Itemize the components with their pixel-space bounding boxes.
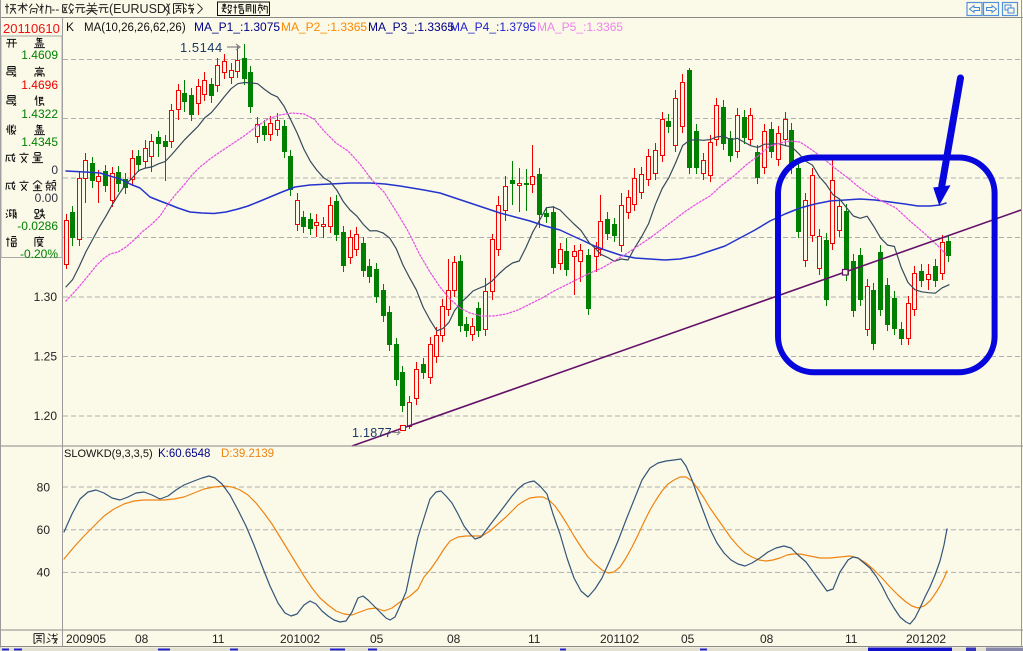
svg-text:--: --: [51, 2, 59, 16]
svg-text:20110610: 20110610: [3, 21, 60, 36]
svg-text:1.1877: 1.1877: [352, 426, 392, 440]
svg-text:0.00: 0.00: [35, 191, 59, 205]
svg-text:MA_P4_:1.3795: MA_P4_:1.3795: [450, 20, 536, 34]
svg-text:K: K: [66, 20, 74, 34]
svg-text:MA_P5_:1.3365: MA_P5_:1.3365: [537, 20, 623, 34]
svg-text:MA_P2_:1.3365: MA_P2_:1.3365: [281, 20, 367, 34]
svg-text:08: 08: [135, 632, 149, 646]
svg-text:80: 80: [37, 481, 51, 495]
svg-text:201102: 201102: [600, 632, 639, 646]
svg-text:40: 40: [37, 566, 51, 580]
svg-text:1.4345: 1.4345: [21, 135, 58, 149]
svg-text:MA_P3_:1.3365: MA_P3_:1.3365: [368, 20, 454, 34]
svg-text:-0.20%: -0.20%: [20, 247, 58, 261]
svg-text:MA(10,26,26,62,26): MA(10,26,26,62,26): [84, 22, 186, 34]
svg-text:11: 11: [212, 632, 225, 646]
svg-text:K:60.6548: K:60.6548: [158, 448, 210, 460]
svg-text:05: 05: [370, 632, 384, 646]
svg-text:1.25: 1.25: [34, 350, 58, 364]
svg-text:200905: 200905: [66, 632, 106, 646]
svg-text:1.4322: 1.4322: [21, 107, 58, 121]
svg-text:D:39.2139: D:39.2139: [221, 448, 274, 460]
svg-text:08: 08: [447, 632, 461, 646]
svg-text:1.5144: 1.5144: [180, 40, 223, 55]
svg-text:08: 08: [760, 632, 774, 646]
svg-text:(EURUSD): (EURUSD): [109, 2, 170, 16]
svg-text:201002: 201002: [280, 632, 320, 646]
svg-text:1.4696: 1.4696: [21, 78, 58, 92]
svg-text:MA_P1_:1.3075: MA_P1_:1.3075: [194, 20, 280, 34]
svg-text:201202: 201202: [906, 632, 946, 646]
svg-text:60: 60: [37, 523, 51, 537]
svg-text:SLOWKD(9,3,3,5): SLOWKD(9,3,3,5): [64, 448, 153, 460]
svg-text:-0.0286: -0.0286: [17, 219, 58, 233]
svg-text:1.4609: 1.4609: [21, 48, 58, 62]
svg-text:05: 05: [681, 632, 695, 646]
svg-text:0: 0: [51, 163, 58, 177]
svg-text:11: 11: [528, 632, 541, 646]
svg-text:11: 11: [845, 632, 858, 646]
svg-text:1.30: 1.30: [34, 290, 58, 304]
svg-text:1.20: 1.20: [34, 409, 58, 423]
